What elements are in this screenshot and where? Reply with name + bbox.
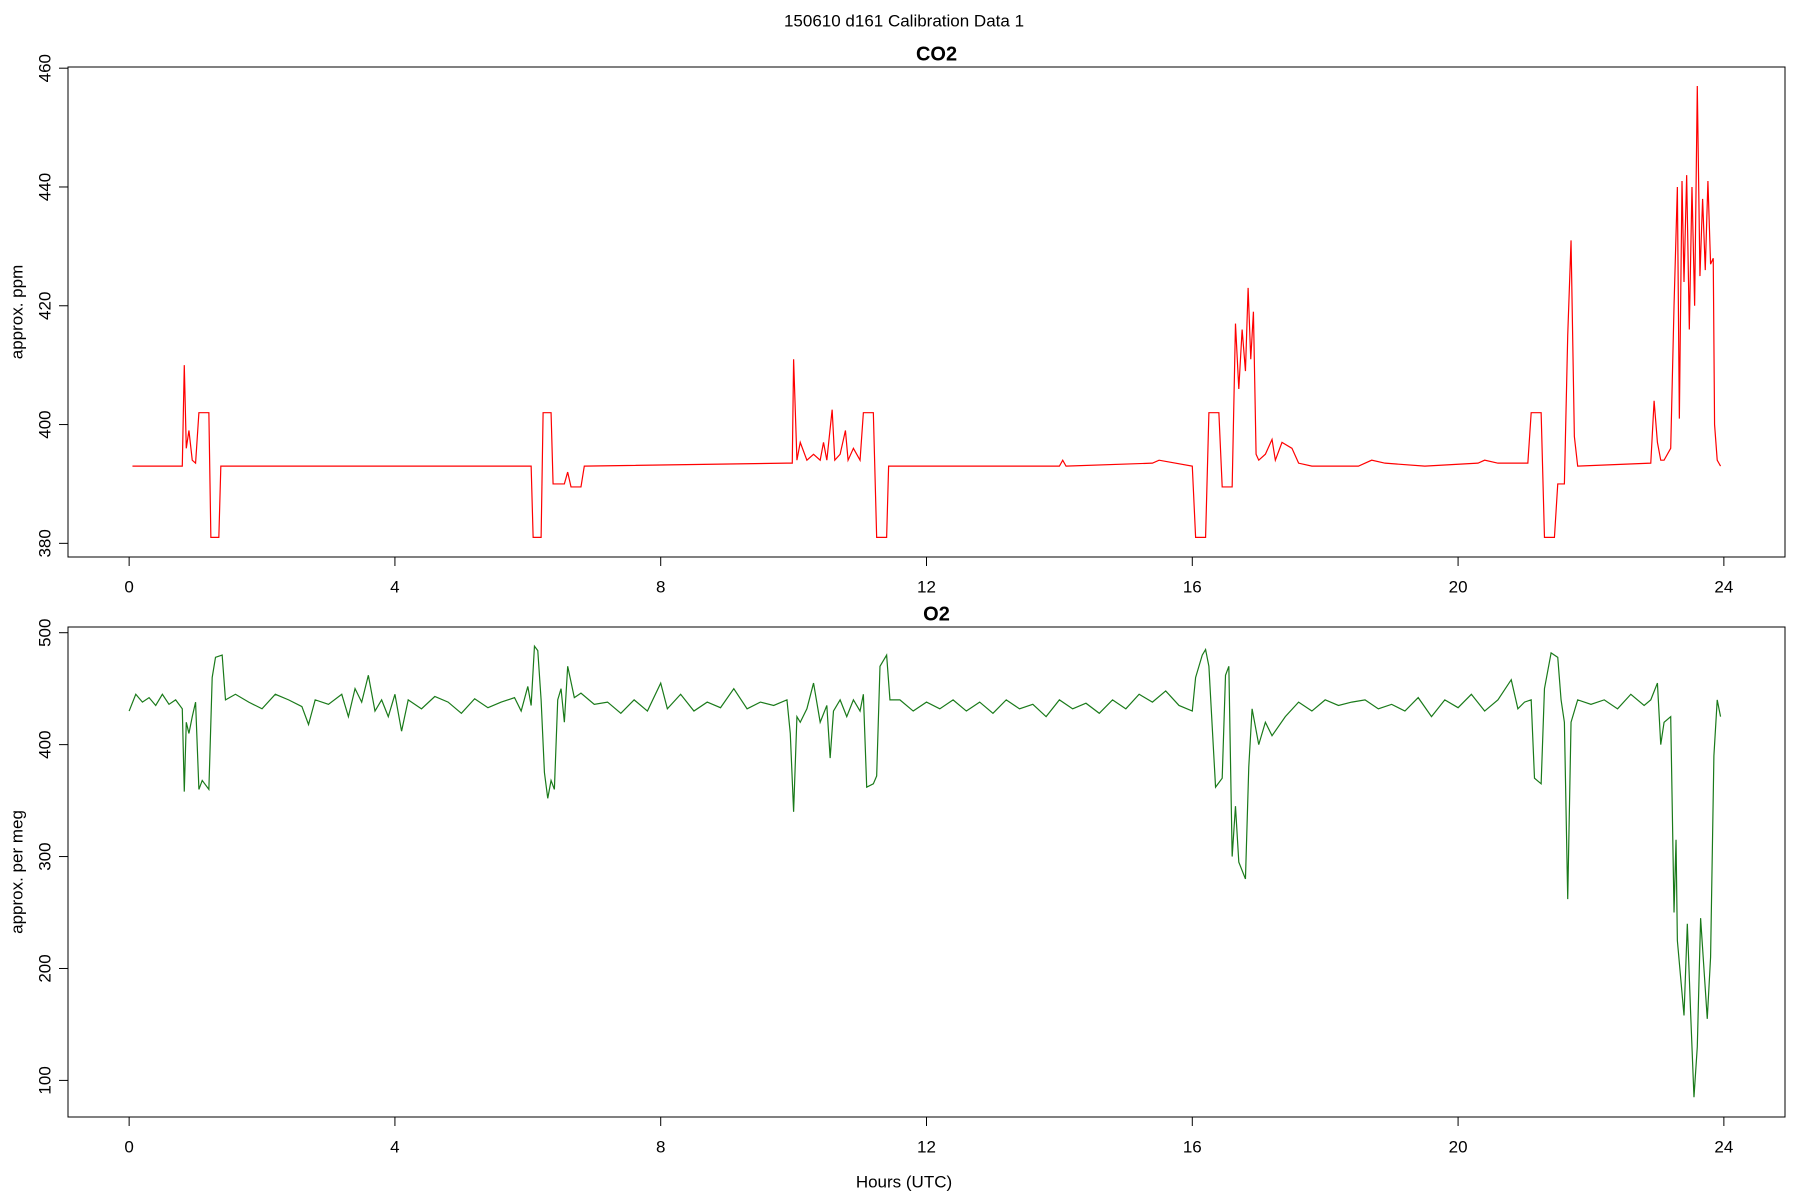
x-tick-label: 12 <box>917 1137 936 1156</box>
y-tick-label: 300 <box>35 842 54 870</box>
x-axis-label: Hours (UTC) <box>856 1172 952 1191</box>
y-tick-label: 500 <box>35 619 54 647</box>
y-axis-label: approx. per meg <box>7 810 26 934</box>
x-tick-label: 0 <box>124 1137 133 1156</box>
page-title: 150610 d161 Calibration Data 1 <box>784 11 1024 30</box>
x-tick-label: 4 <box>390 577 399 596</box>
x-tick-label: 4 <box>390 1137 399 1156</box>
x-tick-label: 16 <box>1183 577 1202 596</box>
x-tick-label: 0 <box>124 577 133 596</box>
y-tick-label: 460 <box>35 54 54 82</box>
plot-frame <box>67 66 1786 558</box>
x-tick-label: 24 <box>1714 577 1733 596</box>
y-tick-label: 440 <box>35 173 54 201</box>
y-axis-label: approx. ppm <box>7 265 26 360</box>
y-tick-label: 400 <box>35 410 54 438</box>
x-tick-label: 8 <box>656 577 665 596</box>
y-tick-label: 200 <box>35 954 54 982</box>
y-tick-label: 420 <box>35 292 54 320</box>
data-line <box>132 86 1722 538</box>
y-tick-label: 400 <box>35 730 54 758</box>
panel-title: O2 <box>923 603 950 625</box>
x-tick-label: 20 <box>1449 1137 1468 1156</box>
x-tick-label: 16 <box>1183 1137 1202 1156</box>
data-line <box>128 644 1722 1098</box>
x-tick-label: 8 <box>656 1137 665 1156</box>
x-tick-label: 12 <box>917 577 936 596</box>
panel-title: CO2 <box>916 43 957 65</box>
y-tick-label: 100 <box>35 1066 54 1094</box>
x-tick-label: 24 <box>1714 1137 1733 1156</box>
x-tick-label: 20 <box>1449 577 1468 596</box>
y-tick-label: 380 <box>35 529 54 557</box>
